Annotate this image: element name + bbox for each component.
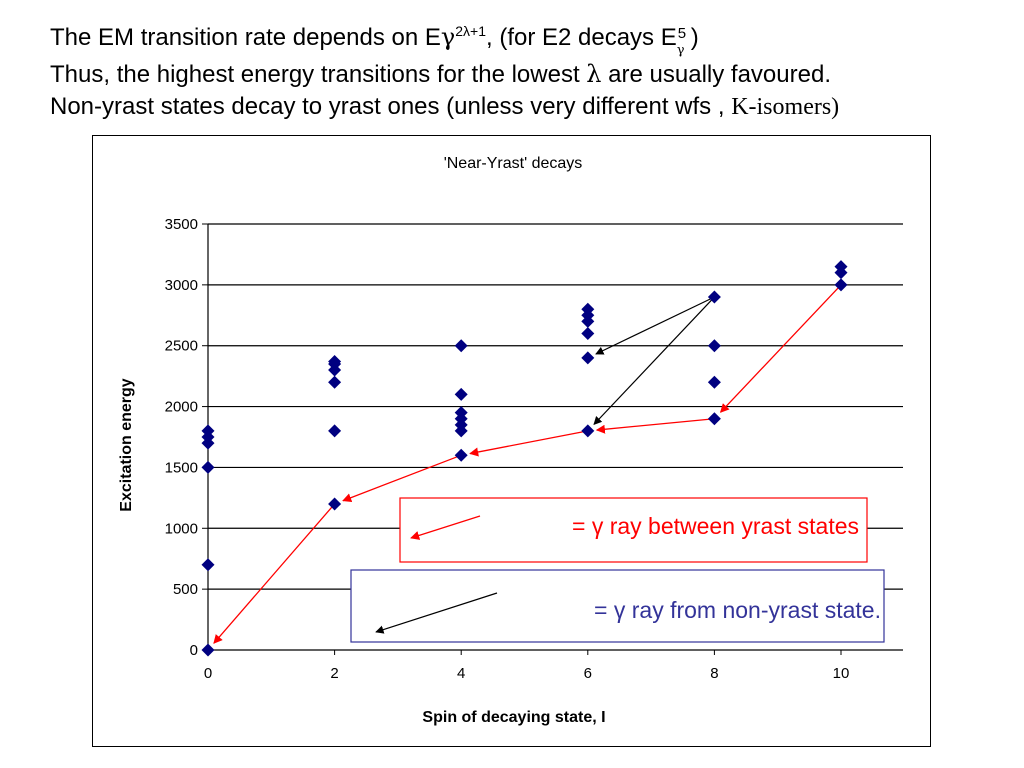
chart-title: 'Near-Yrast' decays xyxy=(444,155,583,172)
k-isomers-text: K-isomers) xyxy=(731,94,840,120)
yrast-transition-arrow xyxy=(595,418,711,434)
x-tick-label: 4 xyxy=(457,665,465,682)
data-point-diamond xyxy=(328,355,342,369)
header-line-1-text-b: , (for E2 decays E xyxy=(485,24,677,51)
header-line-2: Thus, the highest energy transitions for… xyxy=(50,59,831,90)
header-line-1: The EM transition rate depends on Eγ2λ+1… xyxy=(50,22,699,58)
legend-nonyrast: = γ ray from non-yrast state. xyxy=(350,569,885,643)
y-tick-label: 3000 xyxy=(165,277,198,294)
data-point-diamond xyxy=(454,387,468,401)
lambda-symbol: λ xyxy=(586,60,602,88)
y-tick-label: 0 xyxy=(190,642,198,659)
non-yrast-transition-arrow xyxy=(595,298,712,355)
x-tick-label: 8 xyxy=(710,665,718,682)
data-point-diamond xyxy=(328,375,342,389)
yrast-transition-arrow xyxy=(342,456,458,503)
data-point-diamond xyxy=(581,351,595,365)
yrast-transition-arrow xyxy=(469,431,584,457)
header-line-3-text-a: Non-yrast states decay to yrast ones (un… xyxy=(50,93,732,120)
data-point-diamond xyxy=(834,260,848,274)
data-point-diamond xyxy=(328,497,342,511)
x-tick-label: 2 xyxy=(330,665,338,682)
x-tick-label: 6 xyxy=(584,665,592,682)
x-tick-labels: 0 2 4 6 8 10 xyxy=(204,665,850,682)
data-points xyxy=(201,260,848,657)
data-point-diamond xyxy=(581,302,595,316)
data-point-diamond xyxy=(201,558,215,572)
data-point-diamond xyxy=(201,643,215,657)
data-point-diamond xyxy=(454,448,468,462)
exponent-5: 5 xyxy=(677,25,687,42)
yrast-transition-arrow xyxy=(719,287,839,413)
y-tick-label: 3500 xyxy=(165,216,198,233)
legend-yrast-box xyxy=(399,497,868,563)
non-yrast-transition-arrow xyxy=(593,299,713,425)
scatter-chart: 'Near-Yrast' decays 0 500 1000 1500 2000 2500… xyxy=(118,155,903,726)
non-yrast-transitions xyxy=(593,298,713,425)
data-point-diamond xyxy=(707,412,721,426)
data-point-diamond xyxy=(707,339,721,353)
x-tick-label: 10 xyxy=(833,665,850,682)
y-tick-label: 2500 xyxy=(165,338,198,355)
data-point-diamond xyxy=(201,424,215,438)
legend-yrast: = γ ray between yrast states xyxy=(399,497,868,563)
gamma-symbol: γ xyxy=(440,23,456,51)
gamma-subscript: γ xyxy=(676,43,685,58)
data-point-diamond xyxy=(834,278,848,292)
data-point-diamond xyxy=(707,290,721,304)
yrast-transitions xyxy=(213,287,839,644)
legend-nonyrast-arrow xyxy=(375,592,498,634)
y-axis-label: Excitation energy xyxy=(118,378,135,511)
header-line-2-text-b: are usually favoured. xyxy=(601,61,831,88)
y-tick-label: 500 xyxy=(173,581,198,598)
exponent-2lambda-plus-1: 2λ+1 xyxy=(455,23,486,39)
chart-frame: 'Near-Yrast' decays 0 500 1000 1500 2000 2500… xyxy=(92,135,931,747)
y-tick-labels: 0 500 1000 1500 2000 2500 3000 3500 xyxy=(165,216,198,659)
data-point-diamond xyxy=(581,327,595,341)
legend-yrast-label: = γ ray between yrast states xyxy=(572,513,859,539)
header-line-1-text-a: The EM transition rate depends on E xyxy=(50,24,441,51)
data-point-diamond xyxy=(707,375,721,389)
data-point-diamond xyxy=(201,460,215,474)
y-tick-label: 1500 xyxy=(165,459,198,476)
y-tick-label: 2000 xyxy=(165,399,198,416)
legend-yrast-arrow xyxy=(410,515,481,540)
header-line-2-text-a: Thus, the highest energy transitions for… xyxy=(50,61,587,88)
header-line-1-text-c: ) xyxy=(690,24,699,51)
x-tick-label: 0 xyxy=(204,665,212,682)
data-point-diamond xyxy=(454,339,468,353)
legend-nonyrast-box xyxy=(350,569,885,643)
legend-nonyrast-label: = γ ray from non-yrast state. xyxy=(594,597,881,623)
header-line-3: Non-yrast states decay to yrast ones (un… xyxy=(50,92,839,122)
yrast-transition-arrow xyxy=(213,506,333,644)
data-point-diamond xyxy=(454,406,468,420)
x-axis-label: Spin of decaying state, I xyxy=(422,709,605,726)
data-point-diamond xyxy=(581,424,595,438)
data-point-diamond xyxy=(328,424,342,438)
y-tick-label: 1000 xyxy=(165,520,198,537)
